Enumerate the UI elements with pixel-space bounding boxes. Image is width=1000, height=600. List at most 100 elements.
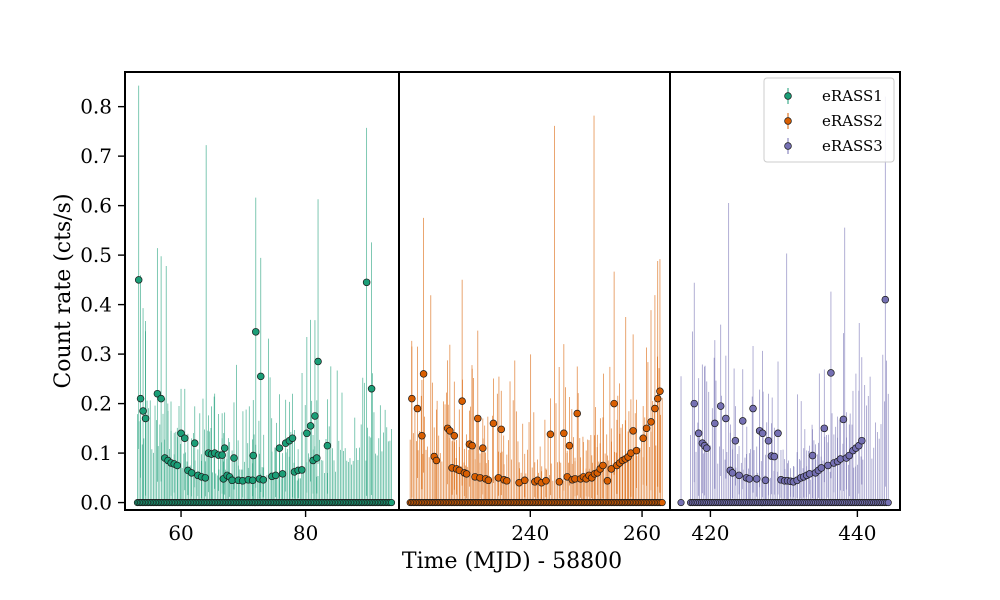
data-point: [474, 414, 482, 423]
data-point: [249, 451, 258, 460]
data-point: [367, 384, 376, 393]
data-point: [288, 434, 297, 442]
data-point: [157, 394, 165, 403]
data-point: [774, 429, 782, 438]
data-point: [248, 476, 257, 485]
data-point: [702, 444, 711, 452]
data-point: [314, 357, 322, 366]
data-point: [728, 469, 737, 477]
legend-label: eRASS2: [822, 112, 883, 130]
panel-frame: [398, 71, 671, 511]
data-point: [230, 454, 238, 462]
data-point: [653, 394, 662, 403]
x-tick-label: 240: [511, 521, 549, 545]
y-tick-label: 0.5: [80, 243, 112, 267]
data-point: [139, 407, 147, 415]
data-point: [503, 477, 511, 485]
legend-marker: [784, 117, 792, 125]
data-point: [190, 439, 199, 447]
data-point-zero: [677, 499, 685, 507]
data-point: [546, 430, 555, 439]
data-point: [458, 397, 466, 405]
data-point-zero: [884, 499, 892, 507]
data-point: [651, 404, 659, 413]
data-point: [520, 476, 529, 485]
data-point: [817, 464, 826, 472]
data-point: [858, 436, 866, 445]
data-point: [306, 422, 315, 430]
y-tick-label: 0.7: [80, 144, 112, 168]
data-point: [761, 476, 770, 485]
data-point: [610, 399, 618, 408]
panel-erass1: 60 80: [124, 71, 400, 545]
data-point: [418, 432, 426, 440]
data-point: [656, 387, 664, 395]
data-point: [136, 394, 145, 403]
y-tick-label: 0.3: [80, 342, 112, 366]
data-point-zero: [387, 499, 396, 507]
data-point: [607, 465, 616, 473]
data-point: [690, 399, 698, 408]
data-point: [599, 461, 607, 470]
data-point: [629, 427, 637, 435]
data-point: [573, 409, 581, 418]
data-point: [181, 434, 189, 442]
data-point: [413, 404, 422, 413]
data-point: [647, 418, 655, 426]
data-point: [228, 476, 236, 485]
x-tick-label: 260: [623, 521, 661, 545]
data-point: [450, 432, 459, 440]
data-point: [808, 451, 817, 460]
data-point: [839, 415, 848, 424]
x-tick-label: 440: [838, 521, 876, 545]
data-point: [271, 471, 280, 480]
y-tick-label: 0.4: [80, 293, 112, 317]
x-tick-label: 60: [168, 521, 193, 545]
data-point: [298, 466, 306, 474]
data-point: [845, 451, 854, 460]
data-point: [278, 470, 287, 478]
y-tick-label: 0.8: [80, 95, 112, 119]
data-point: [201, 474, 210, 482]
panels-layer: 60 80 240 260 420 440 0.0 0.1 0.2 0.3 0.4 0.5 0.6 0.7…: [80, 71, 901, 545]
panel-frame: [669, 71, 901, 511]
data-point: [711, 419, 719, 428]
data-point: [555, 478, 564, 486]
y-tick-label: 0.6: [80, 194, 112, 218]
data-point: [749, 404, 757, 413]
data-point: [153, 389, 162, 398]
data-point: [362, 278, 371, 287]
data-point: [603, 477, 612, 485]
data-point: [497, 425, 506, 434]
legend-marker: [784, 142, 792, 150]
data-point: [275, 444, 284, 452]
data-point: [716, 402, 725, 410]
data-point: [468, 441, 476, 450]
data-point: [311, 412, 319, 420]
data-point: [484, 476, 493, 485]
y-tick-label: 0.2: [80, 392, 112, 416]
data-point-zero: [658, 499, 666, 507]
data-point: [173, 461, 182, 470]
y-tick-label: 0.0: [80, 491, 112, 515]
data-point: [639, 434, 647, 442]
data-point: [177, 429, 185, 438]
y-axis: 0.0 0.1 0.2 0.3 0.4 0.5 0.6 0.7 0.8: [80, 95, 125, 515]
panel-erass3: 420 440: [669, 71, 901, 545]
data-point: [827, 369, 835, 377]
data-point: [722, 414, 730, 423]
data-point: [489, 419, 498, 428]
x-tick-label: 80: [293, 521, 318, 545]
legend-label: eRASS1: [822, 87, 883, 105]
data-point: [252, 328, 260, 336]
data-point: [462, 470, 471, 478]
data-point: [752, 475, 761, 483]
panel-erass2: 240 260: [398, 71, 671, 545]
data-point: [642, 424, 651, 433]
data-point: [745, 475, 754, 483]
x-tick-label: 420: [691, 521, 729, 545]
legend-label: eRASS3: [822, 137, 883, 155]
data-point: [694, 429, 703, 438]
data-point: [134, 276, 143, 284]
data-point: [565, 441, 574, 450]
